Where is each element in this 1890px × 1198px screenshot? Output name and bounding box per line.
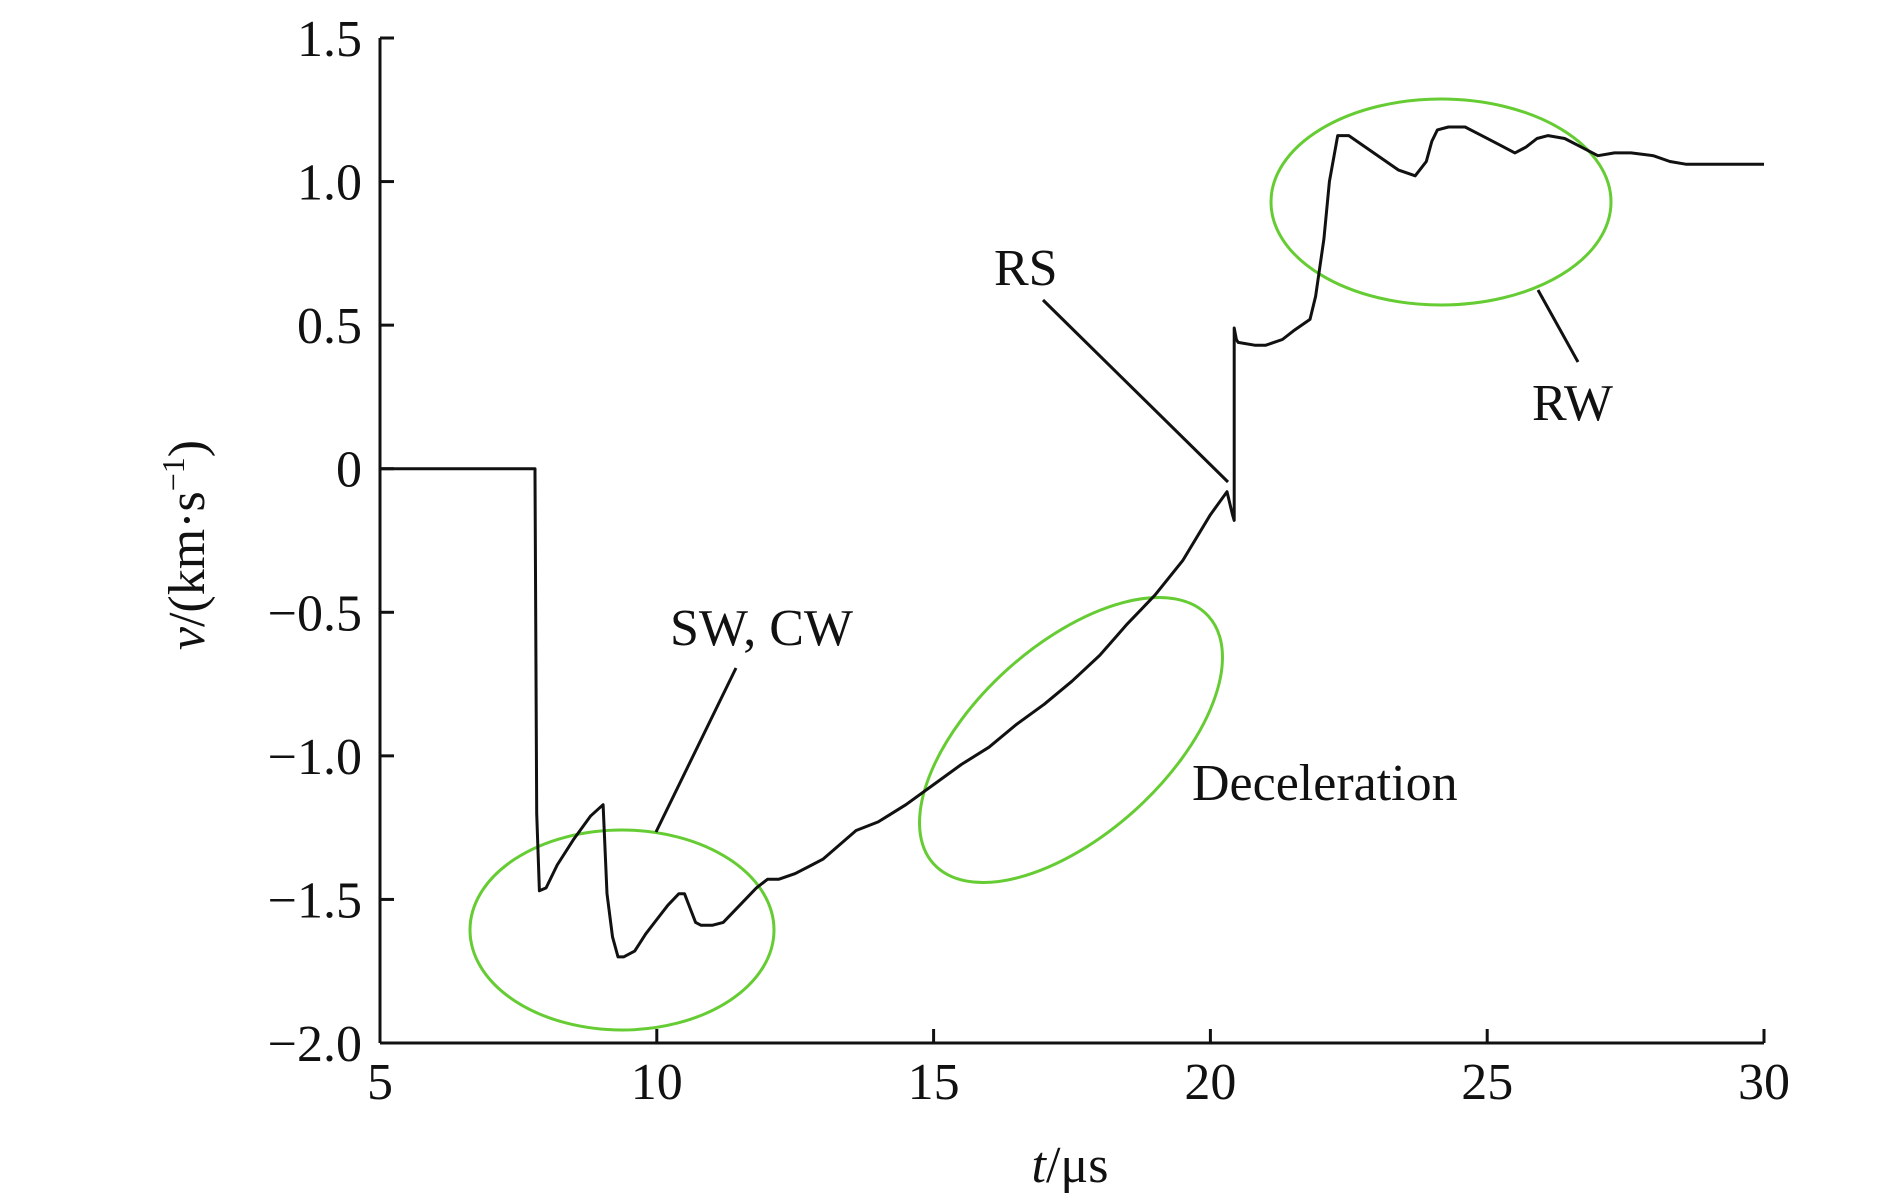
x-tick-label: 25	[1461, 1054, 1513, 1111]
y-tick-label: 0.5	[297, 298, 362, 355]
y-axis-var: v	[159, 626, 216, 650]
y-axis-unit-close: )	[159, 440, 216, 457]
y-tick-label: −1.0	[268, 729, 362, 786]
y-axis-unit: /(km·s	[159, 491, 216, 627]
rs-leader	[1041, 298, 1230, 484]
rw-ellipse	[1269, 97, 1613, 307]
y-tick-label: 1.5	[297, 11, 362, 68]
x-tick-label: 10	[631, 1054, 683, 1111]
x-axis-title: t/μs	[1031, 1137, 1108, 1194]
annotation-ellipses	[468, 97, 1613, 1032]
rs-label: RS	[994, 240, 1058, 297]
x-tick-label: 5	[367, 1054, 393, 1111]
x-axis-unit: /μs	[1046, 1137, 1109, 1194]
velocity-series-line	[380, 125, 1764, 959]
y-tick-label: −2.0	[268, 1016, 362, 1073]
y-axis-title: v/(km·s−1)	[155, 440, 216, 650]
deceleration-ellipse	[918, 595, 1224, 885]
axes	[378, 38, 1764, 1045]
deceleration-label: Deceleration	[1192, 755, 1458, 812]
x-axis-var: t	[1031, 1137, 1047, 1194]
y-tick-label: −0.5	[268, 585, 362, 642]
x-tick-label: 30	[1738, 1054, 1790, 1111]
sw-cw-label: SW, CW	[670, 600, 853, 657]
annotation-leaders	[654, 289, 1580, 833]
y-axis-unit-exponent: −1	[155, 457, 191, 491]
rw-leader	[1536, 292, 1538, 358]
ticks: 5 10 15 20 25 30 1.5 1.0 0.5 0 −0.5 −1.0 −1.5 −2.0	[268, 11, 1790, 1111]
sw-cw-ellipse	[468, 828, 776, 1032]
y-tick-label: 0	[336, 442, 362, 499]
y-tick-label: −1.5	[268, 872, 362, 929]
x-tick-label: 15	[908, 1054, 960, 1111]
y-tick-label: 1.0	[297, 155, 362, 212]
sw-cw-leader	[654, 667, 738, 833]
rw-label: RW	[1532, 375, 1613, 432]
x-tick-label: 20	[1184, 1054, 1236, 1111]
rw-leader-line	[1536, 289, 1580, 363]
